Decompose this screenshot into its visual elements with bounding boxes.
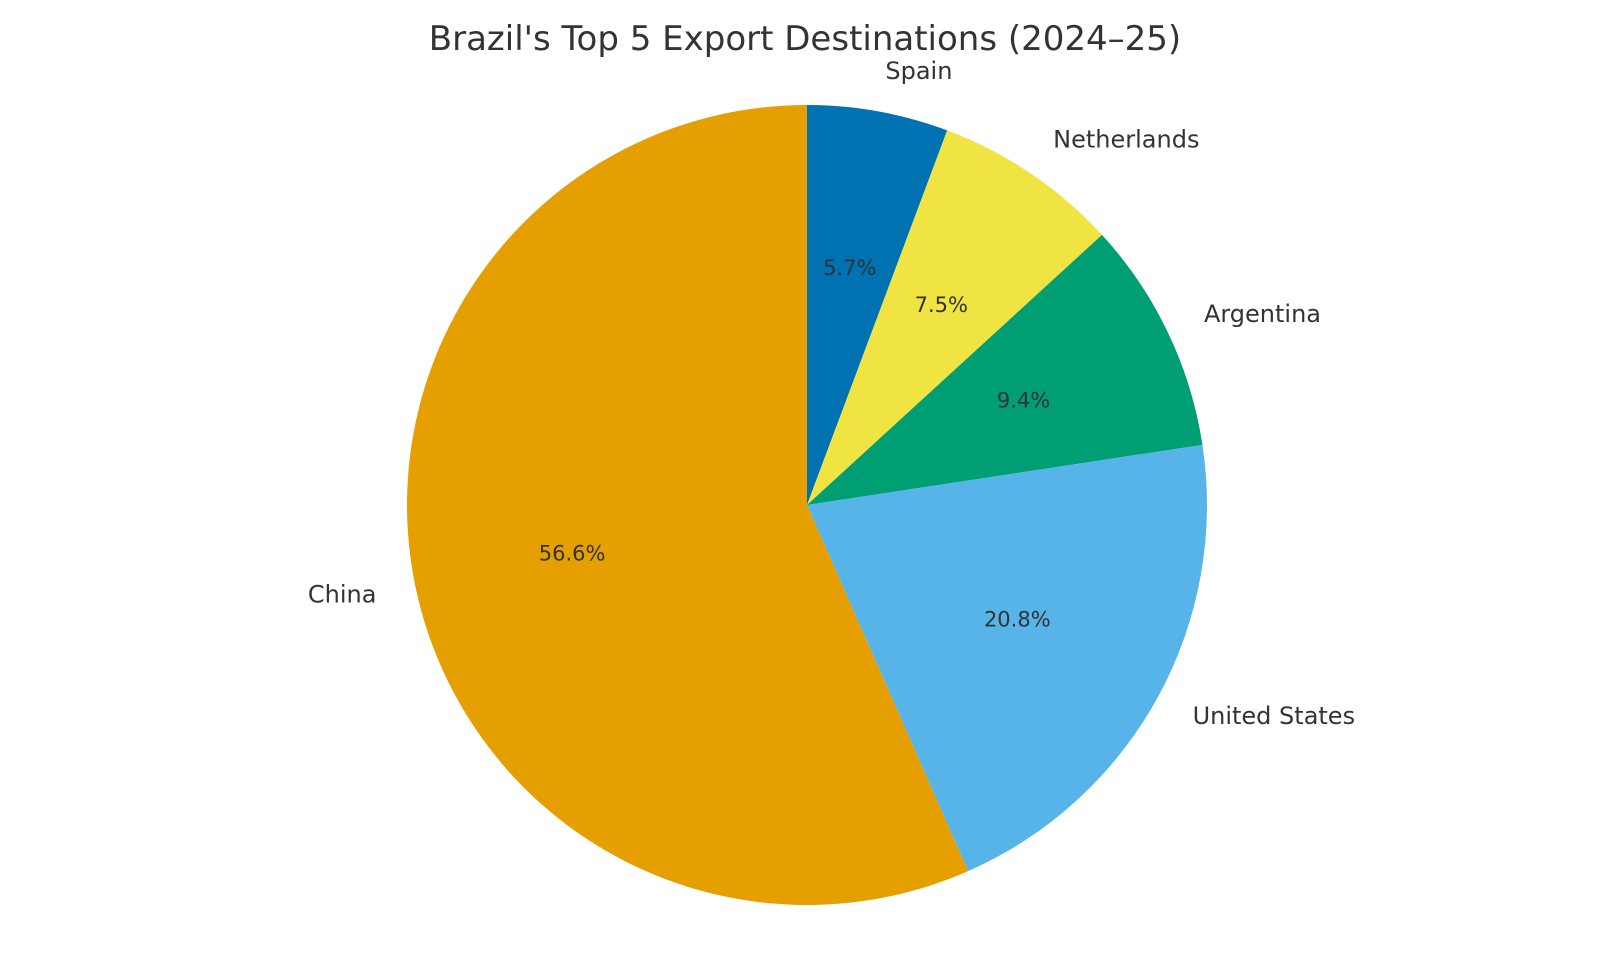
slice-percentage-label: 56.6%	[539, 541, 606, 565]
slice-percentage-label: 9.4%	[997, 388, 1050, 412]
chart-title: Brazil's Top 5 Export Destinations (2024…	[429, 19, 1181, 59]
slice-percentage-label: 20.8%	[984, 608, 1051, 632]
pie-labels: Spain 5.7% Netherlands 7.5% Argentina 9.4% Uni…	[308, 57, 1355, 730]
slice-label: China	[308, 581, 377, 609]
slice-percentage-label: 5.7%	[823, 256, 876, 280]
pie-slice-argentina	[807, 234, 1203, 505]
pie-slice-spain	[807, 105, 948, 505]
pie-slices	[407, 105, 1207, 906]
pie-slice-netherlands	[807, 130, 1103, 505]
pie-slice-united-states	[807, 444, 1207, 872]
slice-percentage-label: 7.5%	[915, 293, 968, 317]
slice-label: United States	[1193, 702, 1356, 730]
slice-label: Argentina	[1204, 300, 1321, 328]
slice-label: Spain	[885, 57, 952, 85]
slice-label: Netherlands	[1053, 125, 1199, 153]
pie-slice-china	[407, 105, 969, 906]
